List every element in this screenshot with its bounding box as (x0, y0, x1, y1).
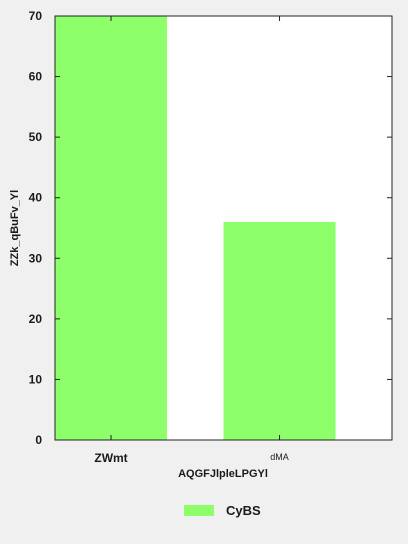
y-tick-label: 50 (29, 130, 43, 144)
y-tick-label: 70 (29, 9, 43, 23)
y-tick-label: 60 (29, 70, 43, 84)
x-axis-ticks: ZWmt dMA (94, 16, 289, 465)
legend-label: CyBS (226, 503, 261, 518)
legend: CyBS (184, 503, 261, 518)
x-tick-label: dMA (270, 452, 289, 462)
x-tick-label: ZWmt (94, 451, 127, 465)
y-tick-label: 10 (29, 372, 43, 386)
bars-group (55, 16, 336, 440)
y-axis-label: ZZk_qBuFv_Yl (9, 190, 21, 266)
y-tick-label: 40 (29, 191, 43, 205)
bar-ZWmt (55, 16, 168, 440)
y-tick-label: 30 (29, 251, 43, 265)
x-axis-label: AQGFJlpleLPGYl (178, 468, 268, 480)
legend-swatch (184, 505, 214, 516)
y-tick-label: 20 (29, 312, 43, 326)
plot-frame (54, 15, 393, 441)
y-axis-ticks: 0 10 20 30 40 50 60 70 (29, 9, 392, 447)
bar-dMA (223, 221, 336, 440)
y-tick-label: 0 (35, 433, 42, 447)
